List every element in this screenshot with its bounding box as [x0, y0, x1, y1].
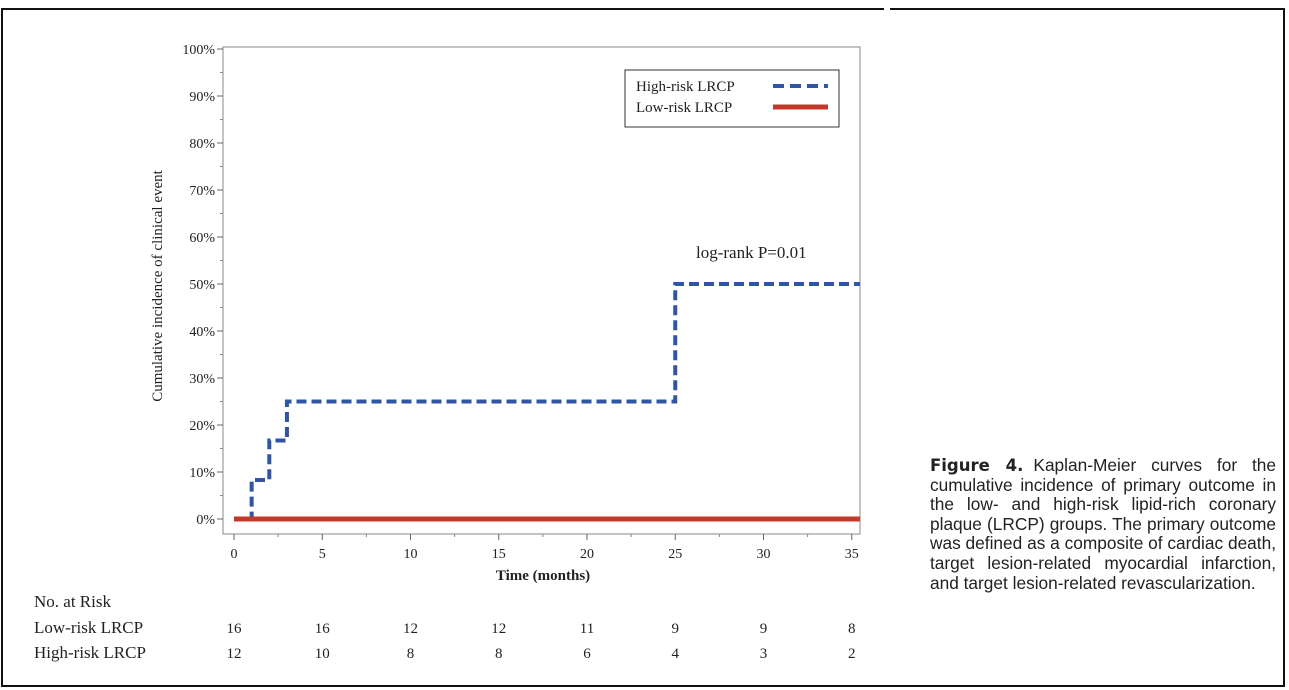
- y-tick-label: 80%: [189, 137, 215, 152]
- figure-caption: Figure 4. Kaplan-Meier curves for the cum…: [930, 455, 1276, 593]
- x-tick-label: 20: [580, 547, 594, 562]
- x-tick-label: 5: [319, 547, 326, 562]
- y-axis-label: Cumulative incidence of clinical event: [150, 169, 166, 401]
- legend: High-risk LRCP Low-risk LRCP: [624, 69, 840, 128]
- y-tick-label: 70%: [189, 184, 215, 199]
- risk-table-cell: 16: [315, 621, 331, 637]
- risk-table-cell: 12: [403, 621, 418, 637]
- risk-table-cell: 11: [580, 621, 594, 637]
- y-tick-label: 10%: [189, 466, 215, 481]
- y-tick-label: 50%: [189, 278, 215, 293]
- risk-table-cell: 10: [315, 646, 330, 662]
- x-tick-label: 10: [404, 547, 418, 562]
- x-tick-label: 15: [492, 547, 506, 562]
- risk-table-cell: 6: [583, 646, 591, 662]
- risk-table: No. at Risk Low-risk LRCP High-risk LRCP…: [34, 592, 856, 662]
- log-rank-annotation: log-rank P=0.01: [696, 243, 807, 262]
- x-axis-label: Time (months): [496, 568, 590, 584]
- legend-box: [624, 69, 840, 128]
- y-tick-label: 90%: [189, 90, 215, 105]
- y-tick-label: 20%: [189, 419, 215, 434]
- risk-table-cell: 3: [760, 646, 768, 662]
- plot-frame: [222, 46, 861, 535]
- x-tick-label: 25: [668, 547, 682, 562]
- y-tick-label: 100%: [182, 43, 215, 58]
- risk-table-cell: 12: [227, 646, 242, 662]
- y-tick-label: 60%: [189, 231, 215, 246]
- risk-row-label-high: High-risk LRCP: [34, 643, 146, 662]
- risk-row-label-low: Low-risk LRCP: [34, 618, 143, 637]
- legend-label: High-risk LRCP: [636, 79, 735, 95]
- risk-table-header: No. at Risk: [34, 592, 111, 611]
- y-tick-label: 0%: [196, 513, 215, 528]
- y-tick-label: 30%: [189, 372, 215, 387]
- figure-frame: [1, 8, 1285, 687]
- risk-table-cell: 8: [848, 621, 856, 637]
- y-tick-label: 40%: [189, 325, 215, 340]
- x-tick-label: 35: [845, 547, 859, 562]
- risk-table-cell: 4: [672, 646, 680, 662]
- series-line-high-risk-lrcp: [234, 282, 860, 521]
- risk-table-cell: 8: [495, 646, 503, 662]
- x-tick-label: 0: [231, 547, 238, 562]
- risk-table-cell: 8: [407, 646, 415, 662]
- risk-table-cell: 2: [848, 646, 856, 662]
- caption-label: Figure 4.: [930, 456, 1024, 475]
- legend-label: Low-risk LRCP: [636, 100, 732, 116]
- risk-table-cell: 9: [760, 621, 768, 637]
- frame-gap: [884, 8, 890, 11]
- x-tick-label: 30: [757, 547, 771, 562]
- risk-table-cell: 9: [672, 621, 680, 637]
- caption-text: Kaplan-Meier curves for the cumulative i…: [930, 455, 1276, 593]
- risk-table-cell: 16: [227, 621, 243, 637]
- risk-table-cell: 12: [491, 621, 506, 637]
